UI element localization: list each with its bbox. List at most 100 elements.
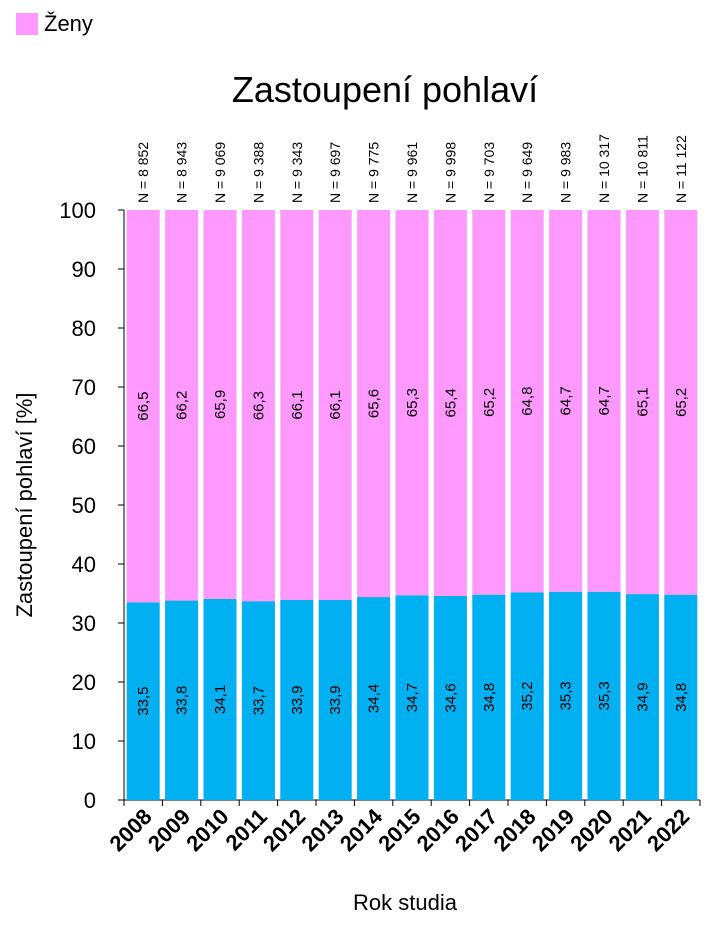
bar-men: [165, 600, 199, 800]
bar-women: [510, 210, 544, 593]
x-tick-label: 2021: [604, 804, 656, 856]
x-tick-label: 2018: [488, 804, 540, 856]
x-tick-label: 2020: [565, 804, 617, 856]
data-label-women: 65,2: [481, 388, 498, 417]
y-tick-label: 10: [72, 729, 96, 754]
data-label-men: 33,8: [174, 686, 191, 715]
y-axis-title: Zastoupení pohlaví [%]: [12, 392, 37, 617]
bar-women: [165, 210, 199, 601]
data-label-men: 35,3: [596, 681, 613, 710]
n-label: N = 9 998: [442, 142, 458, 203]
bar-women: [549, 210, 583, 592]
bar-women: [357, 210, 391, 598]
y-tick-label: 30: [72, 611, 96, 636]
data-label-women: 64,8: [519, 387, 536, 416]
bar-men: [357, 597, 391, 800]
bar-men: [395, 595, 429, 800]
data-label-men: 33,9: [327, 685, 344, 714]
bar-men: [318, 599, 352, 800]
n-label: N = 11 122: [673, 135, 689, 203]
x-tick-label: 2022: [642, 804, 694, 856]
bar-women: [203, 210, 237, 599]
x-tick-label: 2011: [221, 804, 272, 855]
data-label-women: 66,1: [327, 390, 344, 419]
data-label-women: 64,7: [596, 386, 613, 415]
n-label: N = 8 943: [174, 142, 190, 203]
n-label: N = 9 343: [289, 142, 305, 203]
bar-men: [203, 598, 237, 800]
data-label-women: 66,1: [289, 390, 306, 419]
n-label: N = 9 069: [212, 142, 228, 203]
n-label: N = 9 388: [250, 142, 266, 203]
n-label: N = 9 697: [327, 142, 343, 203]
x-tick-label: 2019: [527, 804, 579, 856]
data-label-women: 66,5: [135, 392, 152, 421]
y-tick-label: 20: [72, 670, 96, 695]
x-tick-label: 2017: [450, 804, 502, 856]
y-tick-label: 80: [72, 316, 96, 341]
data-label-women: 65,4: [442, 388, 459, 417]
x-tick-label: 2010: [181, 804, 233, 856]
bar-men: [241, 601, 275, 800]
x-tick-label: 2014: [335, 803, 388, 856]
x-axis-title: Rok studia: [353, 890, 458, 915]
legend-label-women: Ženy: [44, 11, 93, 36]
bar-women: [587, 210, 621, 592]
bar-men: [664, 594, 698, 800]
n-label: N = 8 852: [135, 142, 151, 203]
data-label-women: 65,6: [366, 389, 383, 418]
bar-women: [241, 210, 275, 602]
data-label-men: 34,9: [634, 682, 651, 711]
y-tick-label: 90: [72, 257, 96, 282]
data-label-men: 33,7: [250, 686, 267, 715]
n-label: N = 10 317: [596, 134, 612, 203]
n-label: N = 9 649: [519, 142, 535, 203]
n-label: N = 9 703: [481, 142, 497, 203]
data-label-men: 34,7: [404, 683, 421, 712]
bar-women: [395, 210, 429, 596]
n-label: N = 10 811: [634, 135, 650, 203]
x-tick-label: 2009: [143, 804, 195, 856]
data-label-women: 65,3: [404, 388, 421, 417]
bar-women: [664, 210, 698, 595]
data-label-men: 34,1: [212, 685, 229, 714]
bar-women: [280, 210, 314, 600]
data-label-women: 65,1: [634, 387, 651, 416]
legend-swatch-women: [16, 13, 38, 35]
data-label-women: 66,2: [174, 391, 191, 420]
data-label-women: 66,3: [250, 391, 267, 420]
data-label-women: 64,7: [558, 386, 575, 415]
x-tick-label: 2016: [412, 804, 464, 856]
data-label-women: 65,9: [212, 390, 229, 419]
x-tick-label: 2008: [104, 804, 156, 856]
bar-men: [472, 594, 506, 800]
data-label-women: 65,2: [673, 388, 690, 417]
bar-women: [472, 210, 506, 595]
n-label: N = 9 961: [404, 142, 420, 203]
data-label-men: 34,6: [442, 683, 459, 712]
bar-women: [318, 210, 352, 600]
bar-men: [587, 591, 621, 800]
bar-women: [126, 210, 160, 603]
bar-men: [549, 591, 583, 800]
y-tick-label: 0: [84, 788, 96, 813]
bar-men: [510, 592, 544, 800]
data-label-men: 34,8: [481, 683, 498, 712]
data-label-men: 33,5: [135, 687, 152, 716]
data-label-men: 35,2: [519, 682, 536, 711]
n-label: N = 9 775: [366, 142, 382, 203]
bar-women: [625, 210, 659, 595]
x-tick-label: 2015: [373, 804, 425, 856]
y-tick-label: 40: [72, 552, 96, 577]
bar-men: [280, 599, 314, 800]
chart-title: Zastoupení pohlaví: [232, 69, 538, 110]
data-label-men: 35,3: [558, 681, 575, 710]
bar-men: [126, 602, 160, 800]
data-label-men: 33,9: [289, 685, 306, 714]
bar-women: [433, 210, 467, 596]
bar-men: [625, 594, 659, 800]
y-tick-label: 100: [59, 198, 96, 223]
legend: Ženy: [16, 8, 93, 40]
data-label-men: 34,8: [673, 683, 690, 712]
bar-men: [433, 595, 467, 800]
